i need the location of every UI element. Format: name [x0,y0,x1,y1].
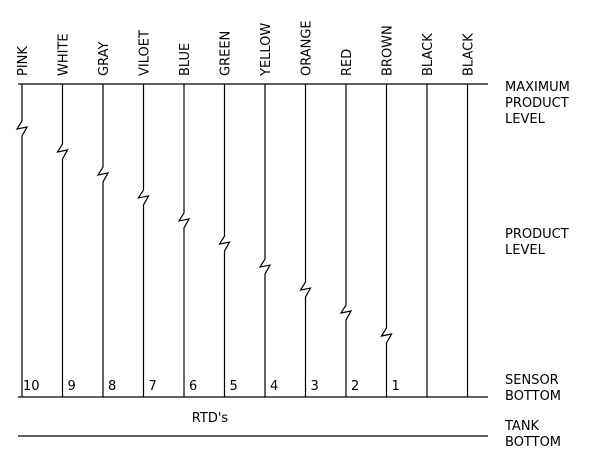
tank-bottom-label: TANK BOTTOM [504,419,561,450]
wire-10 [380,84,393,397]
wire-4 [137,84,150,397]
wire-7 [258,84,272,397]
wire-label-10: BROWN [381,25,396,76]
wire-number-2: 9 [68,379,76,394]
wire-label-5: BLUE [178,43,193,76]
wire-label-9: RED [340,49,355,76]
wire-number-9: 2 [351,379,359,394]
wire-label-8: ORANGE [300,20,315,76]
maximum-level-line-2: PRODUCT [505,96,569,111]
wire-color-labels: PINK WHITE GRAY VILOET BLUE GREEN YELLOW ORANGE… [16,20,477,77]
wire-1 [15,84,29,397]
wire-label-7: YELLOW [259,23,274,77]
wire-number-8: 3 [311,379,319,394]
product-level-line-2: LEVEL [505,243,546,258]
wire-number-4: 7 [149,379,157,394]
product-level-line-1: PRODUCT [505,227,569,242]
wire-label-4: VILOET [138,30,153,76]
wire-3 [96,84,110,397]
wires [15,84,469,397]
sensor-bottom-line-2: BOTTOM [505,389,561,404]
wire-number-5: 6 [189,379,197,394]
maximum-level-line-3: LEVEL [505,112,546,127]
wire-5 [177,84,191,397]
wire-label-6: GREEN [219,31,234,76]
wire-9 [339,84,353,397]
wire-number-10: 1 [392,379,400,394]
wire-8 [299,84,312,397]
wire-label-12: BLACK [462,33,477,76]
wire-number-1: 10 [23,379,40,394]
tank-bottom-line-1: TANK [504,419,540,434]
wire-6 [218,84,231,397]
rtd-label: RTD's [192,411,229,426]
wire-number-6: 5 [230,379,238,394]
wire-2 [56,84,69,397]
wire-label-3: GRAY [97,42,112,76]
wire-label-1: PINK [16,46,31,76]
tank-bottom-line-2: BOTTOM [505,435,561,450]
sensor-bottom-line-1: SENSOR [505,373,559,388]
wire-numbers: 10 9 8 7 6 5 4 3 2 1 [23,379,400,394]
wire-number-3: 8 [108,379,116,394]
wire-label-11: BLACK [421,33,436,76]
sensor-bottom-label: SENSOR BOTTOM [505,373,563,404]
product-level-label: PRODUCT LEVEL [505,227,573,258]
maximum-level-line-1: MAXIMUM [505,80,570,95]
maximum-product-level-label: MAXIMUM PRODUCT LEVEL [505,80,574,127]
wire-number-7: 4 [270,379,278,394]
wire-label-2: WHITE [57,33,72,76]
